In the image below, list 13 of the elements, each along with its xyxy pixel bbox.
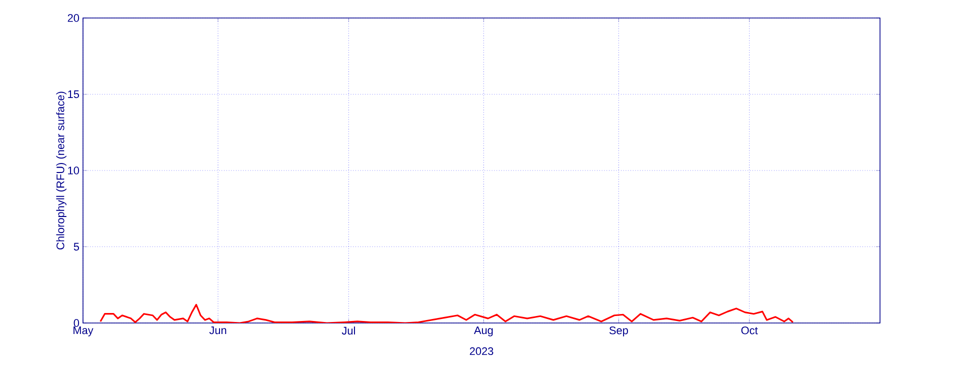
- x-tick-label: May: [74, 326, 94, 336]
- x-tick-label: Jun: [209, 326, 226, 334]
- y-tick-label: 15: [68, 90, 80, 98]
- x-tick-label: Oct: [741, 326, 758, 334]
- x-tick-label: Aug: [474, 326, 493, 336]
- y-tick-label: 5: [74, 242, 80, 251]
- y-axis-title: Chlorophyll (RFU) (near surface): [56, 92, 66, 250]
- x-axis-title: 2023: [470, 347, 494, 356]
- y-tick-label: 20: [68, 14, 80, 22]
- y-tick-label: 0: [74, 319, 80, 327]
- y-tick-label: 10: [68, 166, 80, 174]
- x-tick-label: Jul: [342, 326, 355, 335]
- x-tick-label: Sep: [609, 326, 628, 336]
